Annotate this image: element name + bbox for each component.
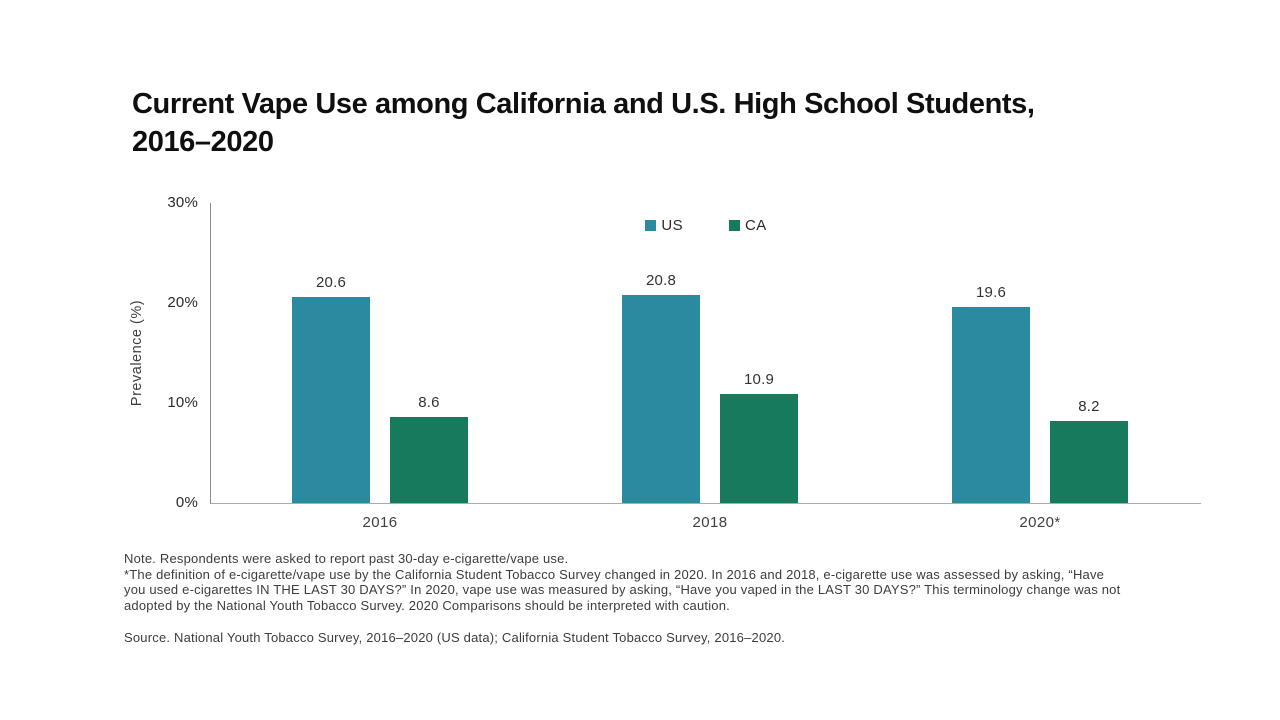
bar-value-label: 20.8 [646, 272, 676, 289]
note-text: Note. Respondents were asked to report p… [124, 551, 1120, 613]
y-axis-ticks: 0% 10% 20% 30% [118, 194, 198, 511]
plot-area: US CA 20.6 8.6 2016 20.8 10.9 2018 19.6 8.2 2020* [210, 203, 1201, 531]
y-tick-label: 30% [167, 194, 198, 211]
bar-us-2020 [952, 307, 1030, 503]
note-line: *The definition of e-cigarette/vape use … [124, 566, 1105, 582]
legend-item-ca: CA [729, 217, 767, 234]
legend-swatch-ca [729, 220, 740, 231]
legend-label: US [661, 217, 683, 234]
bar-ca-2020 [1050, 421, 1128, 503]
source-text: Source. National Youth Tobacco Survey, 2… [124, 630, 786, 645]
y-tick-label: 0% [175, 494, 198, 511]
chart-title-line2: 2016–2020 [132, 126, 274, 159]
chart-title-line1: Current Vape Use among California and U.… [132, 88, 1035, 121]
x-axis-label: 2018 [692, 514, 728, 531]
bar-value-label: 10.9 [744, 371, 774, 388]
bar-value-label: 20.6 [316, 274, 346, 291]
legend-label: CA [745, 217, 767, 234]
chart-title: Current Vape Use among California and U.… [132, 85, 1035, 161]
note-line: you used e-cigarettes IN THE LAST 30 DAY… [124, 582, 1121, 598]
note-line: adopted by the National Youth Tobacco Su… [124, 597, 730, 613]
bar-us-2018 [622, 295, 700, 503]
bar-value-label: 19.6 [976, 284, 1006, 301]
note-line: Note. Respondents were asked to report p… [124, 551, 569, 566]
bar-value-label: 8.6 [418, 394, 440, 411]
legend-swatch-us [645, 220, 657, 231]
bar-ca-2018 [720, 394, 798, 503]
y-tick-label: 20% [167, 294, 198, 311]
bar-ca-2016 [390, 417, 468, 503]
bar-value-label: 8.2 [1078, 398, 1100, 415]
legend: US CA [211, 217, 1201, 234]
x-axis-label: 2020* [1019, 514, 1061, 531]
bar-us-2016 [292, 297, 370, 503]
legend-item-us: US [645, 217, 683, 234]
y-tick-label: 10% [167, 394, 198, 411]
x-axis-label: 2016 [362, 514, 398, 531]
